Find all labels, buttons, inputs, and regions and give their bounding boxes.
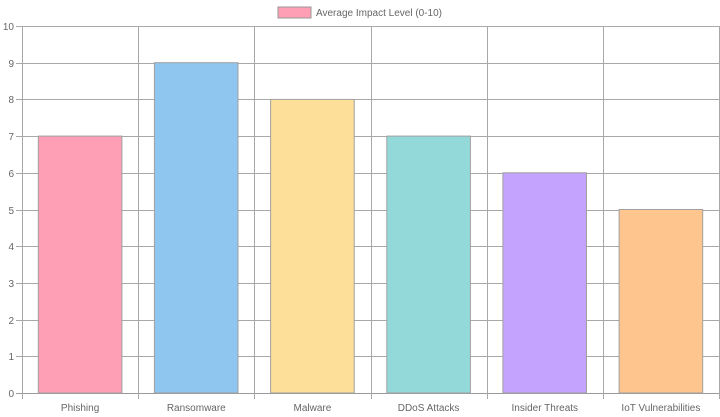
y-tick-label: 6 xyxy=(8,169,14,180)
x-tick-label-ransomware: Ransomware xyxy=(167,403,226,414)
x-tick-label-iot-vulnerabilities: IoT Vulnerabilities xyxy=(621,403,700,414)
bar-ddos-attacks[interactable] xyxy=(386,135,471,394)
legend-swatch xyxy=(277,6,312,19)
x-tick-label-phishing: Phishing xyxy=(61,403,99,414)
y-tick-label: 5 xyxy=(8,206,14,217)
y-tick-label: 8 xyxy=(8,95,14,106)
y-tick-label: 2 xyxy=(8,316,14,327)
legend[interactable]: Average Impact Level (0-10) xyxy=(277,6,442,19)
x-tick-label-insider-threats: Insider Threats xyxy=(512,403,579,414)
y-tick-label: 9 xyxy=(8,59,14,70)
y-axis-tick-labels: 0 1 2 3 4 5 6 7 8 9 10 xyxy=(3,22,15,400)
y-tick-label: 4 xyxy=(8,242,14,253)
bar-ransomware[interactable] xyxy=(153,62,239,394)
y-tick-label: 1 xyxy=(8,352,14,363)
bar-malware[interactable] xyxy=(270,98,355,394)
y-tick-label: 10 xyxy=(3,22,15,33)
y-tick-label: 0 xyxy=(8,389,14,400)
x-tick-label-malware: Malware xyxy=(294,403,332,414)
y-tick-label: 7 xyxy=(8,132,14,143)
bar-insider-threats[interactable] xyxy=(502,172,587,394)
x-tick-label-ddos-attacks: DDoS Attacks xyxy=(398,403,460,414)
bar-iot-vulnerabilities[interactable] xyxy=(618,209,704,394)
x-axis-tick-labels: Phishing Ransomware Malware DDoS Attacks Ins… xyxy=(61,403,700,414)
y-tick-label: 3 xyxy=(8,279,14,290)
legend-label-average-impact-level: Average Impact Level (0-10) xyxy=(316,8,442,19)
bar-phishing[interactable] xyxy=(37,135,123,394)
bars xyxy=(37,62,704,394)
